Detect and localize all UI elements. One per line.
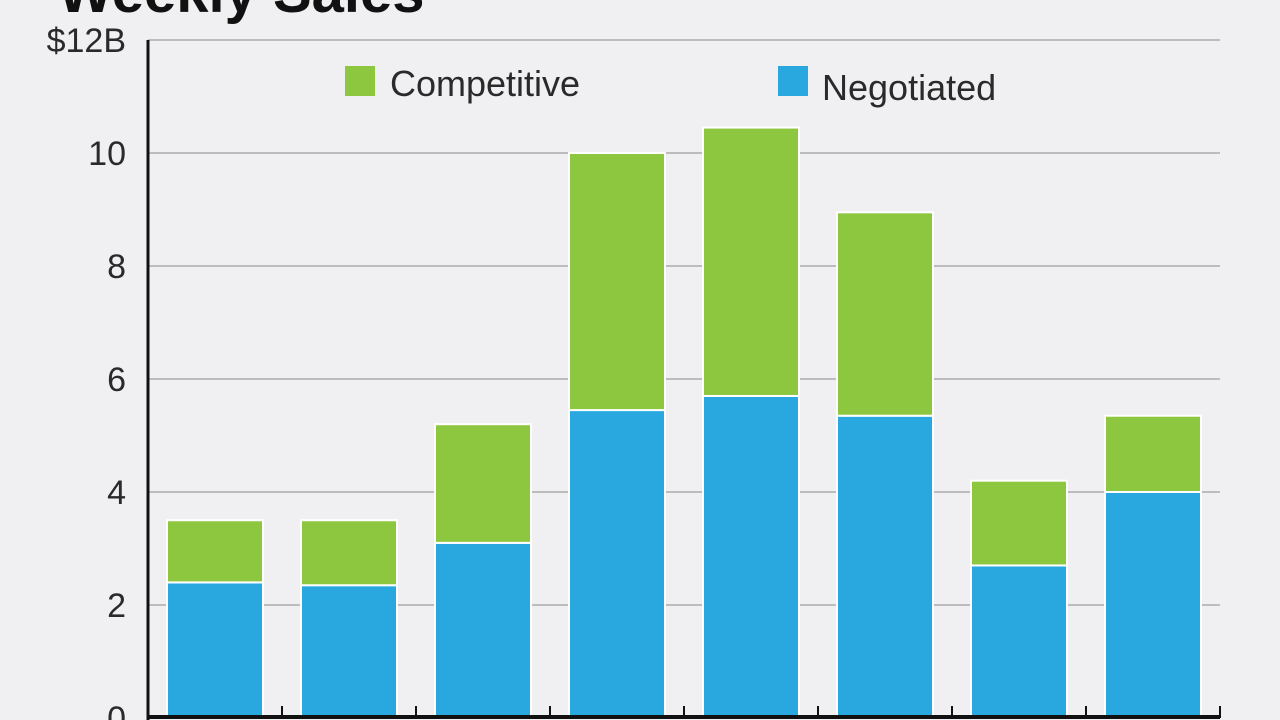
bar-competitive-8 — [1104, 414, 1202, 494]
legend-label-negotiated: Negotiated — [822, 67, 996, 108]
y-axis-ticks: 0 2 4 6 8 10 $12B — [47, 22, 126, 720]
legend: Competitive Negotiated — [345, 63, 996, 108]
bar-competitive-5 — [702, 126, 800, 397]
bar-competitive-4 — [568, 152, 666, 412]
y-tick-label-4: 4 — [107, 474, 126, 512]
bar-negotiated-7 — [970, 564, 1068, 720]
bar-negotiated-2 — [300, 584, 398, 719]
bar-competitive-3 — [434, 423, 532, 544]
bar-competitive-6 — [836, 211, 934, 417]
bar-competitive-1 — [166, 519, 264, 584]
y-tick-label-0: 0 — [107, 700, 126, 720]
legend-swatch-negotiated — [778, 66, 808, 96]
bar-negotiated-4 — [568, 409, 666, 719]
bar-negotiated-1 — [166, 581, 264, 720]
chart-title: Weekly Sales — [58, 0, 425, 25]
bar-negotiated-8 — [1104, 491, 1202, 719]
bar-competitive-2 — [300, 519, 398, 587]
bar-negotiated-5 — [702, 394, 800, 719]
legend-swatch-competitive — [345, 66, 375, 96]
y-tick-label-8: 8 — [107, 248, 126, 286]
axes — [146, 40, 1221, 720]
bar-negotiated-3 — [434, 541, 532, 719]
y-tick-label-2: 2 — [107, 587, 126, 625]
y-tick-label-6: 6 — [107, 361, 126, 399]
legend-label-competitive: Competitive — [390, 63, 580, 104]
y-tick-label-10: 10 — [88, 135, 126, 173]
bar-negotiated-6 — [836, 414, 934, 719]
bar-competitive-7 — [970, 479, 1068, 567]
y-tick-label-12: $12B — [47, 22, 126, 60]
bars — [166, 126, 1202, 720]
